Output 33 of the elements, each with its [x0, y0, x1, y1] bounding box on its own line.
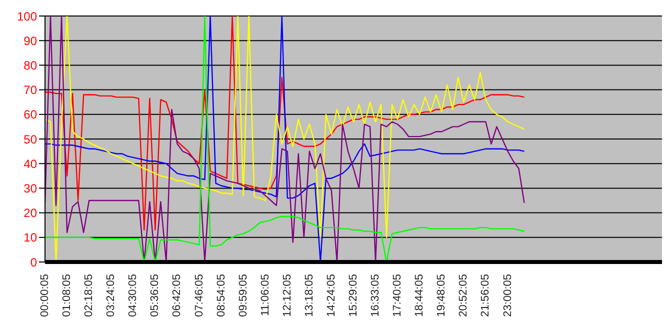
x-tick-label: 01:08:05 [61, 274, 74, 317]
y-tick-label: 50 [24, 132, 38, 146]
x-tick-label: 13:18:05 [303, 274, 316, 317]
x-tick-label: 15:29:05 [348, 274, 360, 317]
y-tick-label: 0 [30, 255, 38, 270]
x-tick-label: 02:18:05 [83, 274, 96, 317]
x-tick-label: 21:56:05 [480, 274, 492, 317]
x-tick-label: 17:40:05 [392, 274, 404, 317]
y-tick-label: 20 [24, 206, 38, 220]
y-tick-label: 40 [24, 156, 38, 171]
x-tick-label: 20:52:05 [458, 274, 470, 317]
x-tick-label: 11:06:05 [259, 274, 272, 316]
x-tick-label: 23:00:05 [502, 274, 514, 317]
y-tick-label: 90 [24, 34, 38, 48]
x-tick-label: 04:30:05 [127, 274, 140, 317]
x-tick-label: 16:33:05 [370, 274, 382, 317]
y-tick-label: 80 [24, 58, 38, 72]
y-tick-label: 100 [16, 9, 38, 24]
y-tick-label: 70 [24, 83, 38, 98]
y-tick-label: 10 [24, 230, 38, 245]
x-tick-label: 07:46:05 [193, 274, 206, 317]
y-tick-label: 60 [24, 108, 38, 122]
x-tick-label: 00:00:05 [39, 274, 51, 317]
x-tick-label: 12:12:05 [281, 274, 294, 317]
x-tick-label: 05:36:05 [149, 274, 162, 317]
x-tick-label: 03:24:05 [105, 274, 118, 317]
y-tick-label: 30 [24, 181, 38, 196]
x-tick-label: 08:54:05 [215, 274, 228, 317]
x-tick-label: 09:59:05 [237, 274, 250, 317]
x-tick-label: 18:44:05 [414, 274, 426, 317]
x-tick-label: 14:24:05 [325, 274, 338, 317]
x-tick-label: 06:42:05 [171, 274, 184, 317]
x-tick-label: 19:48:05 [436, 274, 448, 317]
